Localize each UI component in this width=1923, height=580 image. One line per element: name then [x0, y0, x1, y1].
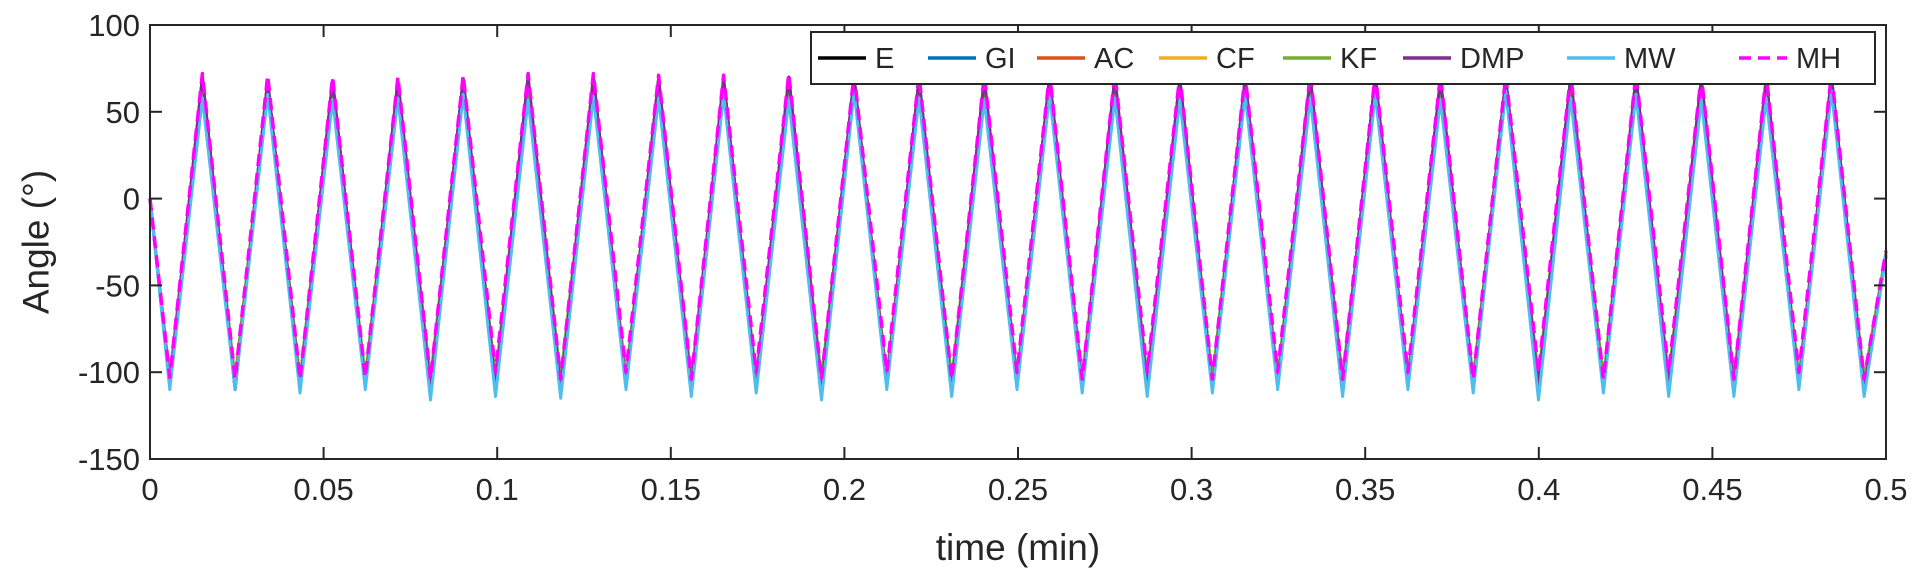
x-tick-label: 0.45 [1682, 472, 1742, 507]
legend-label-kf: KF [1340, 43, 1377, 75]
y-tick-label: 100 [88, 8, 140, 43]
legend-label-mw: MW [1624, 43, 1676, 75]
series-line-mh [148, 71, 1888, 381]
series-line-kf [148, 82, 1888, 381]
x-tick-label: 0.05 [293, 472, 353, 507]
x-tick-label: 0.3 [1170, 472, 1213, 507]
y-tick-label: -50 [95, 268, 140, 303]
legend-label-e: E [875, 43, 894, 75]
y-axis-title: Angle (°) [16, 170, 57, 314]
legend-label-dmp: DMP [1460, 43, 1524, 75]
legend: E GI AC CF KF DMP MW MH [810, 31, 1876, 85]
tick-layer: 0 0.05 0.1 0.15 0.2 0.25 0.3 0.35 0.4 0.45 0.5 100 5… [78, 8, 1908, 507]
x-tick-label: 0.2 [823, 472, 866, 507]
series-line-gi [148, 77, 1888, 390]
legend-label-mh: MH [1796, 43, 1841, 75]
plot-frame [149, 24, 1887, 460]
x-tick-label: 0.35 [1335, 472, 1395, 507]
legend-box [810, 31, 1876, 85]
x-tick-label: 0.4 [1517, 472, 1560, 507]
x-axis-title: time (min) [936, 527, 1100, 568]
series-line-mw [148, 89, 1888, 402]
y-tick-label: -150 [78, 442, 140, 477]
series-line-ac [148, 77, 1888, 390]
y-tick-label: -100 [78, 355, 140, 390]
x-tick-label: 0.1 [476, 472, 519, 507]
x-tick-label: 0 [141, 472, 158, 507]
y-tick-label: 50 [106, 95, 140, 130]
legend-label-cf: CF [1216, 43, 1255, 75]
legend-label-gi: GI [985, 43, 1016, 75]
y-tick-label: 0 [123, 182, 140, 217]
x-tick-label: 0.15 [641, 472, 701, 507]
x-tick-label: 0.5 [1864, 472, 1907, 507]
legend-label-ac: AC [1094, 43, 1134, 75]
series-layer [148, 71, 1888, 402]
series-line-dmp [148, 75, 1888, 392]
x-tick-label: 0.25 [988, 472, 1048, 507]
series-line-cf [148, 79, 1888, 388]
series-line-e [148, 75, 1888, 392]
